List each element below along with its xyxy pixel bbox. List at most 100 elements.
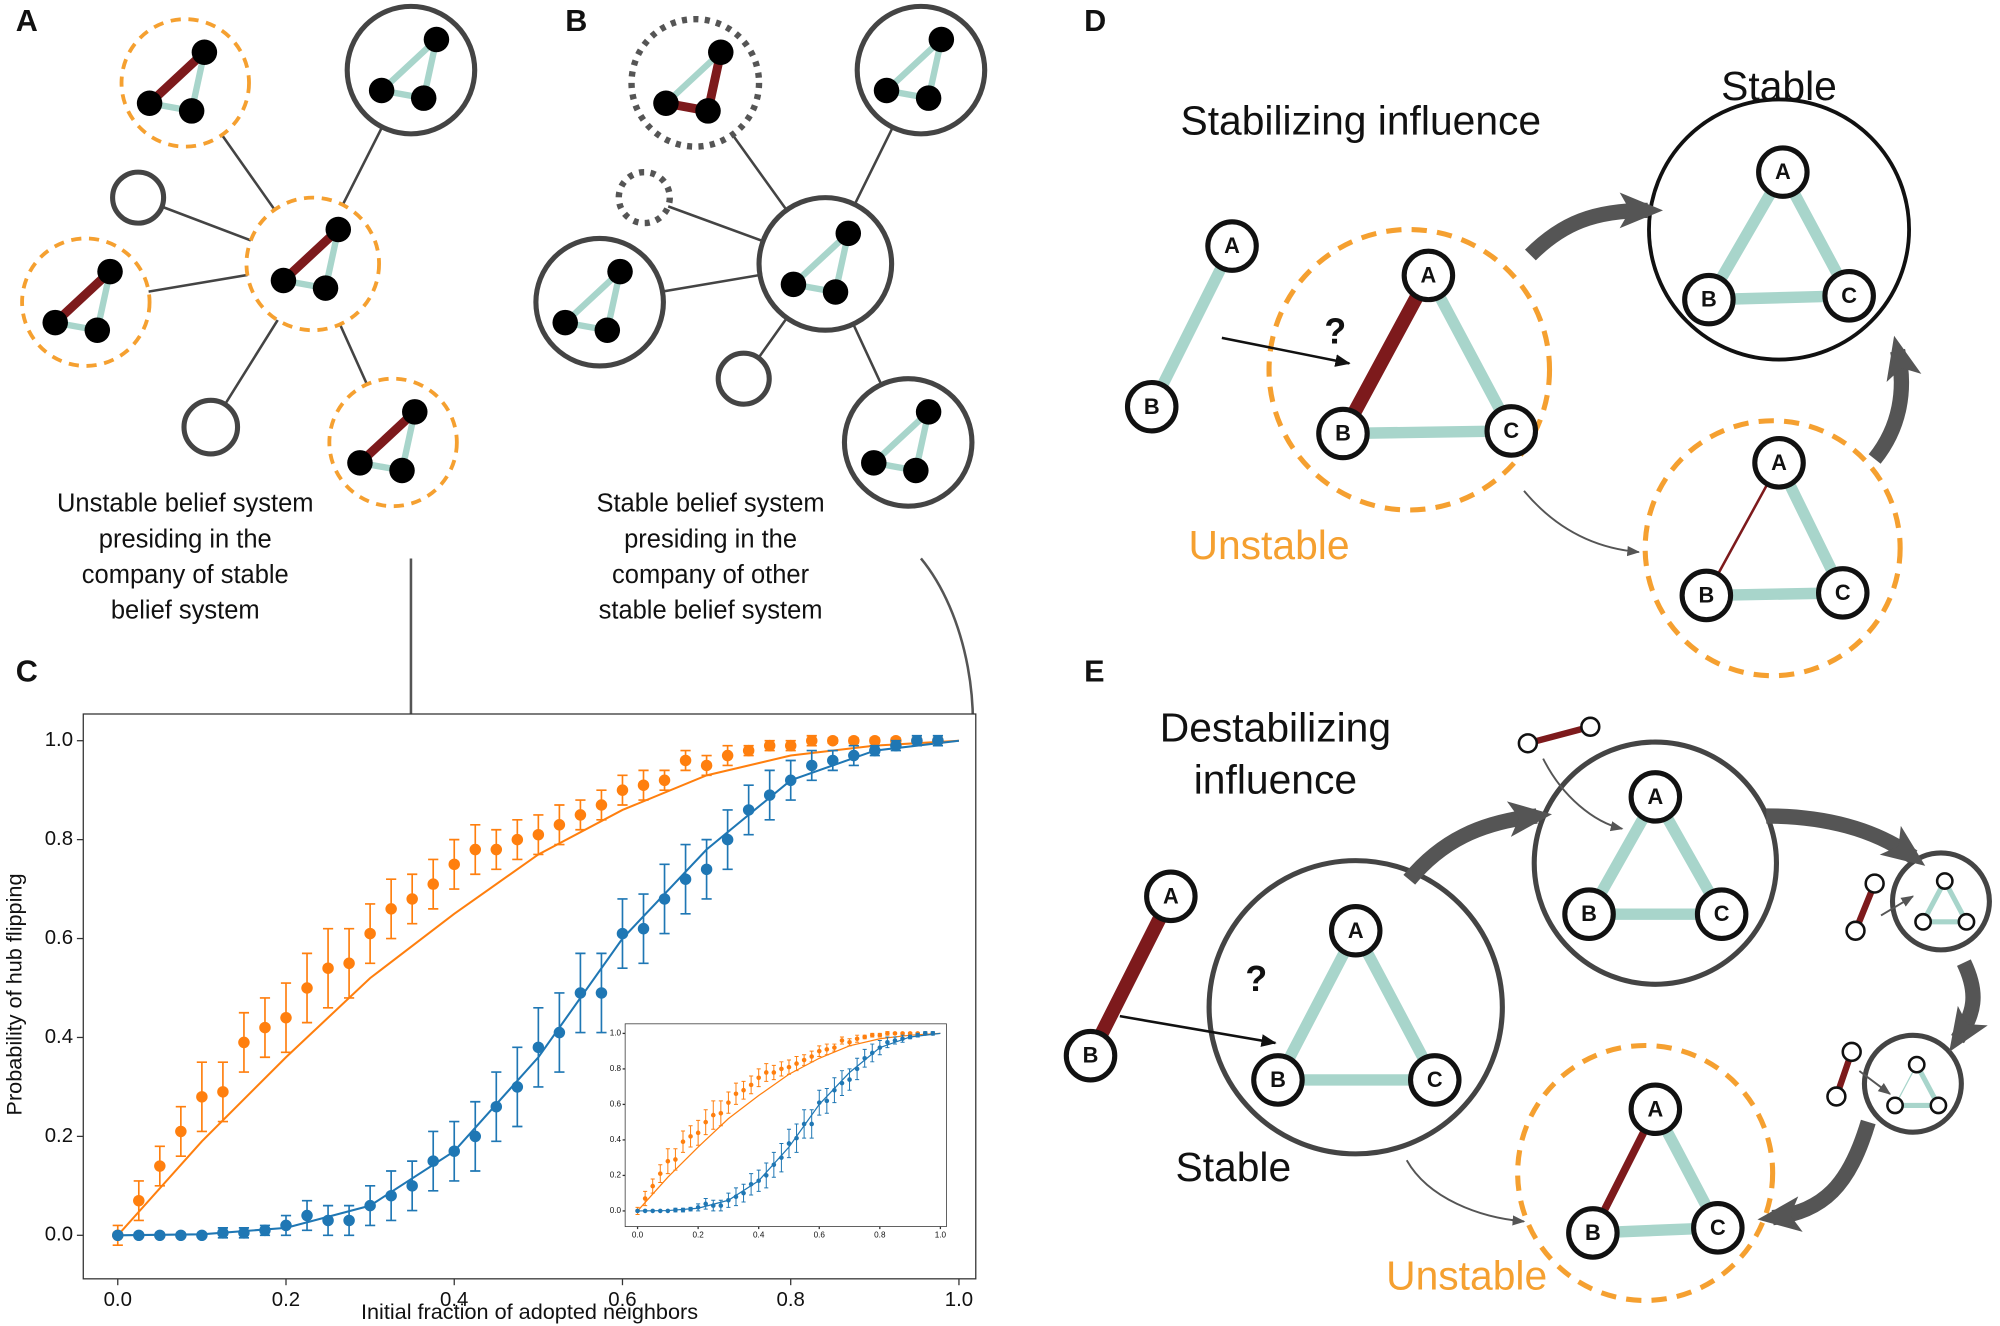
edge: [1145, 240, 1238, 413]
data-point: [637, 922, 650, 935]
data-point: [154, 1229, 166, 1242]
node-label: A: [1421, 262, 1437, 287]
title: Stabilizing influence: [1181, 97, 1542, 143]
data-point: [771, 1162, 777, 1168]
caption: presiding in the: [99, 525, 272, 553]
node-label: B: [1698, 582, 1714, 607]
belief-dot: [903, 457, 929, 484]
belief-dot: [270, 267, 297, 294]
data-point: [490, 1100, 503, 1113]
data-point: [742, 804, 755, 816]
data-point: [733, 1091, 739, 1097]
y-tick-label: 0.2: [45, 1125, 73, 1147]
belief-node: [1679, 568, 1734, 623]
caption: company of stable: [82, 561, 289, 589]
data-point: [688, 1134, 693, 1139]
belief-dot: [915, 85, 942, 111]
belief-node: [1682, 272, 1736, 327]
belief-node: [1144, 869, 1198, 924]
data-point: [892, 1038, 898, 1043]
data-point: [862, 1055, 867, 1061]
arrow: [1542, 758, 1624, 832]
data-point: [915, 1032, 920, 1038]
node-label: C: [1835, 580, 1851, 605]
data-point: [679, 754, 692, 767]
data-point: [574, 987, 587, 999]
panel-label: C: [16, 654, 38, 688]
node-label: A: [1163, 883, 1179, 908]
data-point: [862, 1034, 867, 1040]
belief-node: [1694, 887, 1749, 941]
data-point: [650, 1183, 656, 1189]
data-point: [238, 1036, 250, 1049]
data-point: [112, 1229, 124, 1242]
data-point: [385, 903, 397, 915]
y-tick-label: 0.4: [610, 1135, 622, 1144]
open-dot: [1957, 912, 1976, 931]
data-point: [907, 1031, 913, 1036]
y-tick-label: 0.6: [45, 927, 73, 949]
belief-dot: [928, 26, 955, 53]
y-tick-label: 1.0: [45, 729, 73, 751]
data-point: [343, 957, 355, 970]
belief-circle: [119, 17, 251, 149]
state-label: Stable: [1175, 1144, 1291, 1190]
belief-dot: [191, 39, 218, 66]
data-point: [532, 828, 545, 841]
belief-node: [1566, 1206, 1620, 1260]
belief-node: [1815, 566, 1870, 620]
data-point: [854, 1036, 860, 1042]
arrow: [1523, 490, 1641, 557]
data-point: [721, 833, 734, 846]
node-label: C: [1714, 901, 1730, 926]
node-label: A: [1647, 784, 1663, 809]
data-point: [427, 1155, 439, 1167]
belief-node: [1756, 145, 1810, 199]
data-point: [406, 893, 418, 905]
belief-circle: [1889, 850, 1992, 953]
data-point: [595, 987, 608, 999]
edge: [1272, 925, 1362, 1086]
belief-dot: [861, 450, 887, 476]
open-dot: [1914, 912, 1933, 931]
node-label: A: [1775, 159, 1791, 184]
belief-dot: [915, 399, 942, 425]
data-point: [406, 1180, 418, 1192]
panel-label: A: [16, 4, 38, 38]
data-point: [469, 1130, 482, 1143]
belief-dot: [97, 258, 123, 285]
data-point: [733, 1194, 739, 1200]
open-dot: [1826, 1086, 1847, 1107]
data-point: [726, 1197, 731, 1203]
node-label: B: [1701, 287, 1717, 312]
belief-dot: [780, 271, 807, 298]
belief-node: [1401, 248, 1456, 303]
edge: [1349, 925, 1441, 1086]
belief-circle: [181, 397, 241, 457]
y-tick-label: 0.2: [610, 1171, 622, 1180]
data-point: [892, 1031, 898, 1036]
belief-circle: [1861, 1032, 1964, 1135]
data-point: [280, 1011, 292, 1024]
node-label: C: [1427, 1067, 1443, 1092]
data-point: [364, 927, 376, 940]
belief-node: [1484, 404, 1539, 458]
data-point: [238, 1227, 250, 1239]
node-label: B: [1270, 1067, 1286, 1092]
panel-label: B: [565, 4, 587, 38]
data-point: [532, 1041, 545, 1054]
y-tick-label: 0.4: [45, 1026, 73, 1048]
data-point: [680, 1139, 686, 1144]
data-point: [657, 1171, 663, 1176]
belief-node: [1822, 269, 1876, 323]
data-point: [763, 1070, 769, 1075]
belief-circle: [854, 3, 988, 137]
data-point: [854, 1066, 860, 1072]
open-dot: [1517, 733, 1539, 754]
belief-dot: [607, 258, 633, 285]
data-point: [703, 1119, 708, 1125]
belief-dot: [84, 317, 111, 343]
data-point: [932, 734, 944, 747]
belief-node: [1408, 1053, 1462, 1107]
